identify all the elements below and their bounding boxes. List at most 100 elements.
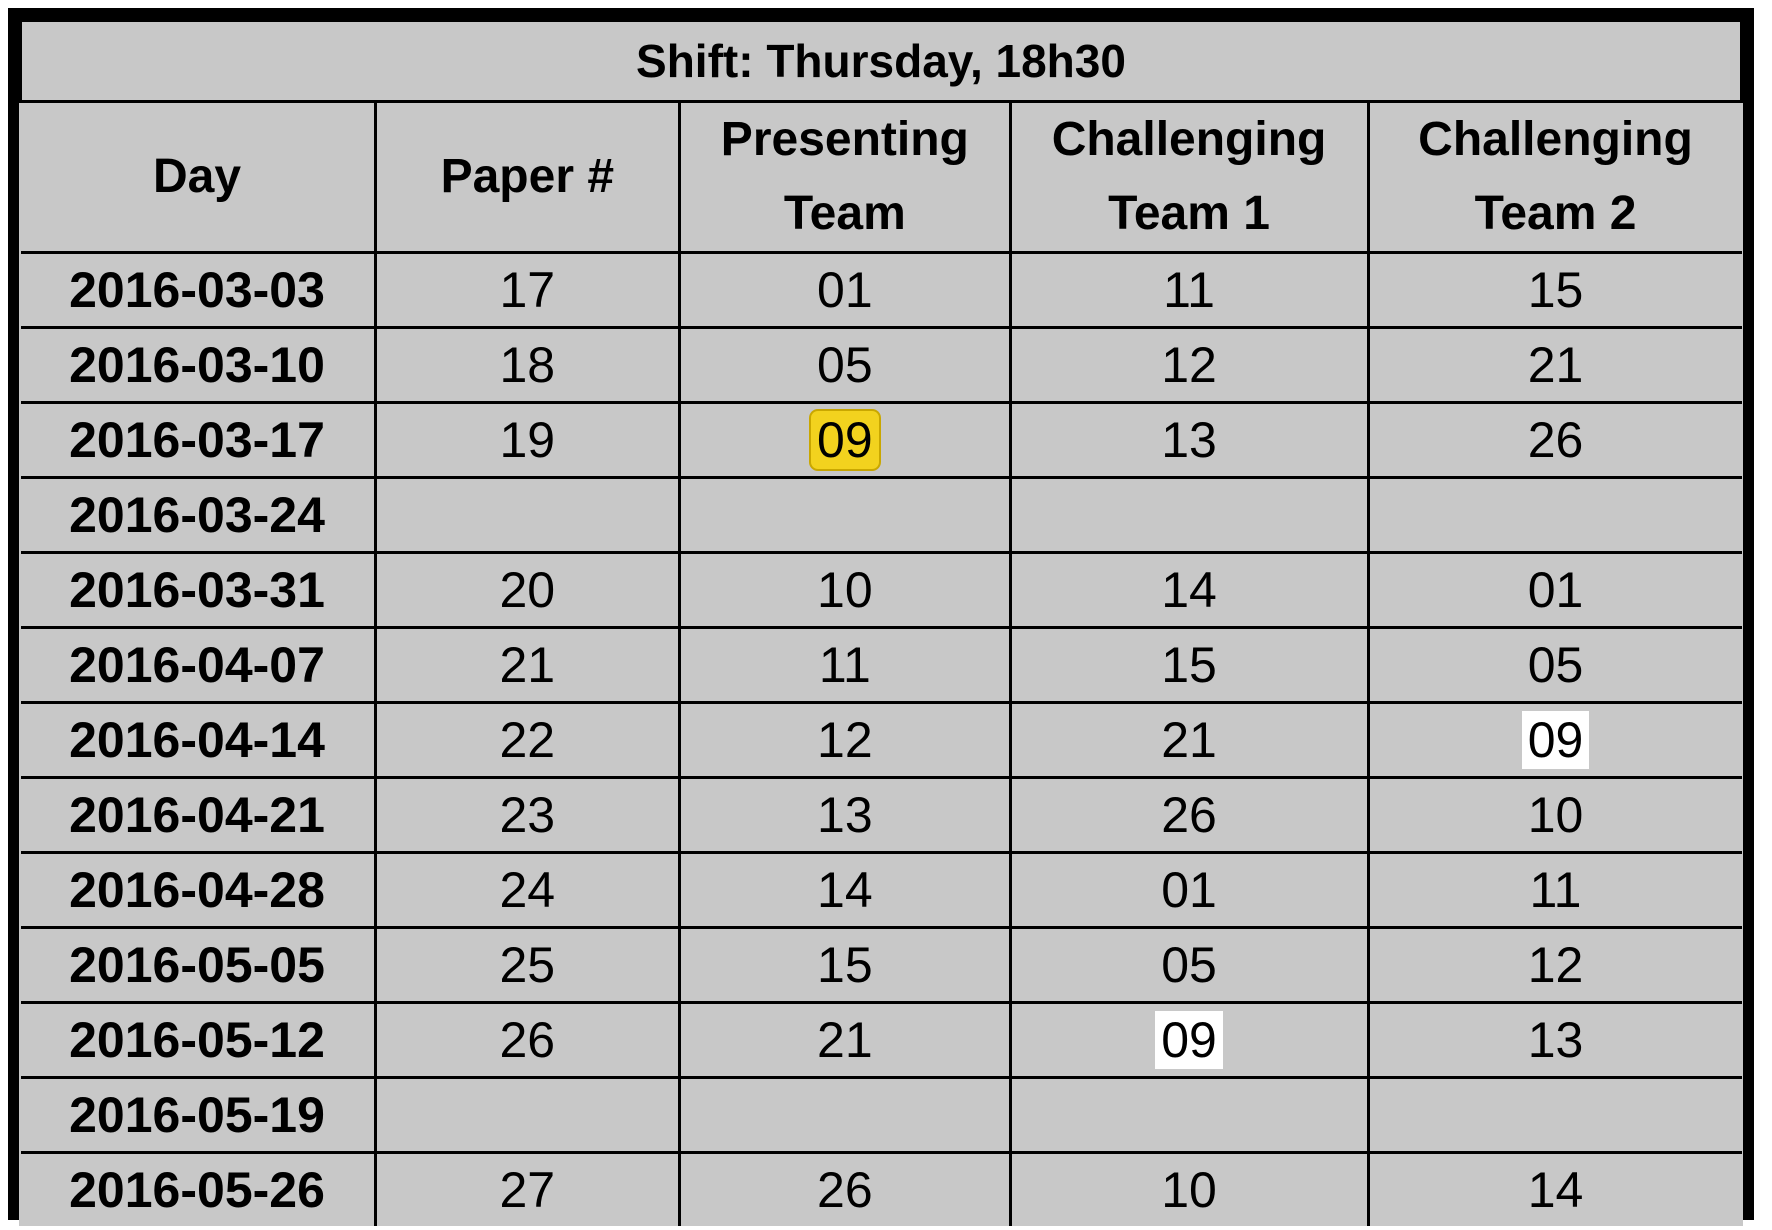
table-row: 2016-05-26 27 26 10 14 [20, 1151, 1742, 1226]
day-value: 2016-05-05 [69, 937, 325, 993]
challenging-team-2-cell: 15 [1366, 251, 1742, 329]
challenging-team-1-cell: 14 [1008, 551, 1370, 629]
challenging-team-1-value: 21 [1161, 712, 1217, 768]
table-row: 2016-03-10 18 05 12 21 [20, 326, 1742, 404]
paper-number-value: 17 [499, 262, 556, 318]
presenting-team-value: 14 [817, 862, 873, 918]
challenging-team-2-cell: 11 [1366, 851, 1742, 929]
challenging-team-1-cell: 12 [1008, 326, 1370, 404]
challenging-team-2-value: 10 [1527, 787, 1584, 843]
day-value: 2016-03-24 [69, 487, 325, 543]
presenting-team-cell: 26 [678, 1151, 1012, 1226]
paper-number-value: 22 [499, 712, 556, 768]
challenging-team-2-cell: 14 [1366, 1151, 1742, 1226]
table-row: 2016-03-17 19 09 13 26 [20, 401, 1742, 479]
highlighted-team-value: 09 [1155, 1011, 1223, 1069]
challenging-team-1-cell: 05 [1008, 926, 1370, 1004]
challenging-team-1-cell: 21 [1008, 701, 1370, 779]
day-value: 2016-04-14 [69, 712, 325, 768]
paper-number-value: 26 [499, 1012, 556, 1068]
paper-number-cell: 20 [373, 551, 682, 629]
challenging-team-2-cell: 12 [1366, 926, 1742, 1004]
day-cell: 2016-04-28 [20, 851, 377, 929]
challenging-team-2-cell: 13 [1366, 1001, 1742, 1079]
challenging-team-1-value: 14 [1161, 562, 1217, 618]
paper-number-value: 24 [499, 862, 556, 918]
challenging-team-2-value: 12 [1527, 937, 1584, 993]
presenting-team-value: 13 [817, 787, 873, 843]
day-value: 2016-03-31 [69, 562, 325, 618]
day-value: 2016-05-26 [69, 1162, 325, 1218]
presenting-team-cell [678, 1076, 1012, 1154]
shift-schedule-table: Shift: Thursday, 18h30 Day Paper # Prese… [19, 19, 1743, 1226]
paper-number-value: 23 [499, 787, 556, 843]
paper-number-cell: 18 [373, 326, 682, 404]
paper-number-value: 27 [499, 1162, 556, 1218]
day-cell: 2016-03-24 [20, 476, 377, 554]
challenging-team-1-value: 10 [1161, 1162, 1217, 1218]
challenging-team-2-cell: 01 [1366, 551, 1742, 629]
table-row: 2016-03-31 20 10 14 01 [20, 551, 1742, 629]
paper-number-cell: 25 [373, 926, 682, 1004]
challenging-team-1-cell [1008, 476, 1370, 554]
presenting-team-value: 01 [817, 262, 873, 318]
challenging-team-1-value: 15 [1161, 637, 1217, 693]
paper-number-value: 25 [499, 937, 556, 993]
challenging-team-2-value: 11 [1529, 862, 1582, 918]
challenging-team-1-value: 12 [1161, 337, 1217, 393]
challenging-team-2-value: 05 [1527, 637, 1584, 693]
paper-number-value: 21 [499, 637, 556, 693]
day-cell: 2016-04-14 [20, 701, 377, 779]
challenging-team-2-value: 14 [1527, 1162, 1584, 1218]
presenting-team-cell: 13 [678, 776, 1012, 854]
presenting-team-value: 12 [817, 712, 873, 768]
challenging-team-2-cell [1366, 1076, 1742, 1154]
presenting-team-cell: 10 [678, 551, 1012, 629]
table-row: 2016-05-12 26 21 09 13 [20, 1001, 1742, 1079]
paper-number-cell: 27 [373, 1151, 682, 1226]
presenting-team-cell: 12 [678, 701, 1012, 779]
day-cell: 2016-03-17 [20, 401, 377, 479]
challenging-team-1-value: 05 [1161, 937, 1217, 993]
challenging-team-2-cell: 10 [1366, 776, 1742, 854]
challenging-team-2-value: 26 [1527, 412, 1584, 468]
challenging-team-1-cell: 01 [1008, 851, 1370, 929]
schedule-body: 2016-03-03 17 01 11 15 2016-03-10 18 05 12 21 2016… [20, 251, 1742, 1226]
presenting-team-cell: 05 [678, 326, 1012, 404]
day-cell: 2016-04-21 [20, 776, 377, 854]
challenging-team-1-value: 26 [1161, 787, 1217, 843]
presenting-team-cell: 01 [678, 251, 1012, 329]
challenging-team-2-value: 21 [1527, 337, 1584, 393]
paper-number-cell: 23 [373, 776, 682, 854]
challenging-team-1-cell: 10 [1008, 1151, 1370, 1226]
column-header-row: Day Paper # Presenting Team Challenging … [20, 100, 1742, 254]
table-row: 2016-03-03 17 01 11 15 [20, 251, 1742, 329]
column-header-day: Day [20, 100, 377, 254]
table-row: 2016-05-19 [20, 1076, 1742, 1154]
presenting-team-value: 11 [818, 637, 871, 693]
presenting-team-value: 15 [817, 937, 873, 993]
paper-number-cell: 26 [373, 1001, 682, 1079]
day-value: 2016-04-28 [69, 862, 325, 918]
day-cell: 2016-05-05 [20, 926, 377, 1004]
challenging-team-2-cell: 09 [1366, 701, 1742, 779]
paper-number-cell: 19 [373, 401, 682, 479]
paper-number-cell [373, 476, 682, 554]
challenging-team-2-cell: 26 [1366, 401, 1742, 479]
day-cell: 2016-03-10 [20, 326, 377, 404]
paper-number-value: 20 [499, 562, 556, 618]
column-header-presenting-team: Presenting Team [678, 100, 1012, 254]
challenging-team-2-cell: 05 [1366, 626, 1742, 704]
table-row: 2016-05-05 25 15 05 12 [20, 926, 1742, 1004]
day-cell: 2016-03-31 [20, 551, 377, 629]
challenging-team-1-value: 01 [1161, 862, 1217, 918]
day-value: 2016-04-07 [69, 637, 325, 693]
day-value: 2016-03-17 [69, 412, 325, 468]
challenging-team-1-cell: 26 [1008, 776, 1370, 854]
presenting-team-value: 10 [817, 562, 873, 618]
paper-number-value: 18 [499, 337, 556, 393]
day-cell: 2016-05-26 [20, 1151, 377, 1226]
day-value: 2016-05-19 [69, 1087, 325, 1143]
challenging-team-1-cell: 09 [1008, 1001, 1370, 1079]
presenting-team-cell: 21 [678, 1001, 1012, 1079]
